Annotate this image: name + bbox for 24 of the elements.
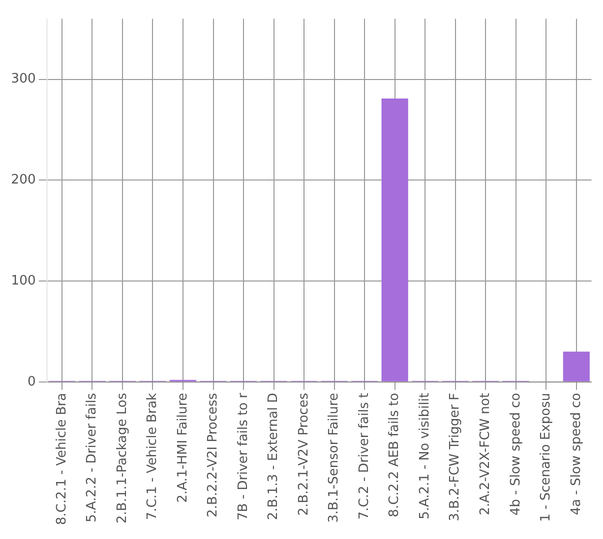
x-tick-label: 2.B.1.1-Package Los xyxy=(114,392,130,524)
x-tick-label: 8.C.2.1 - Vehicle Bra xyxy=(54,392,70,526)
bar xyxy=(382,98,408,382)
x-tick-label: 2.A.2-V2X-FCW not xyxy=(478,392,493,516)
x-tick-label: 3.B.1-Sensor Failure xyxy=(326,392,342,523)
x-tick-label: 1 - Scenario Exposu xyxy=(538,392,554,522)
y-tick-label: 100 xyxy=(10,273,36,288)
x-tick-label: 7B - Driver fails to r xyxy=(236,392,251,520)
x-tick-label: 2.B.2.2-V2I Process xyxy=(206,392,221,518)
x-tick-label: 5.A.2.2 - Driver fails xyxy=(84,392,100,522)
x-tick-label: 4a - Slow speed co xyxy=(568,392,584,516)
x-tick-label: 7.C.1 - Vehicle Brak xyxy=(145,392,160,520)
y-tick-label: 0 xyxy=(28,374,36,390)
x-tick-label: 2.B.1.3 - External D xyxy=(266,392,282,520)
y-tick-label: 300 xyxy=(10,72,36,87)
y-tick-label: 200 xyxy=(10,172,36,188)
x-tick-label: 3.B.2-FCW Trigger F xyxy=(448,392,463,522)
x-tick-label: 4b - Slow speed co xyxy=(508,392,524,516)
x-tick-label: 2.A.1-HMI Failure xyxy=(175,392,190,503)
x-tick-label: 8.C.2.2 AEB fails to xyxy=(387,392,402,518)
bar xyxy=(563,352,590,382)
x-tick-label: 7.C.2 - Driver fails t xyxy=(356,392,372,520)
x-tick-label: 2.B.2.1-V2V Proces xyxy=(296,392,312,516)
x-tick-label: 5.A.2.1 - No visibilit xyxy=(417,392,432,520)
